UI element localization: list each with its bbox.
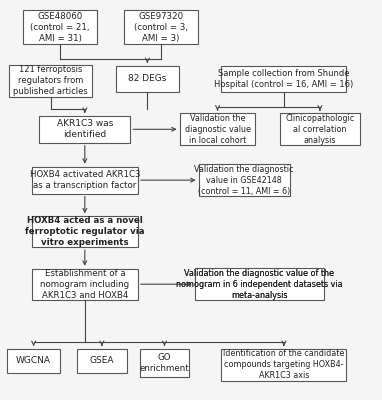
FancyBboxPatch shape	[140, 349, 189, 377]
Text: Validation the diagnostic value of the
nomogram in 6 independent datasets via
me: Validation the diagnostic value of the n…	[176, 269, 343, 300]
Text: HOXB4 acted as a novel
ferroptotic regulator via
vitro experiments: HOXB4 acted as a novel ferroptotic regul…	[25, 216, 144, 247]
Text: GO
enrichment: GO enrichment	[140, 353, 189, 373]
Text: GSE97320
(control = 3,
AMI = 3): GSE97320 (control = 3, AMI = 3)	[134, 12, 188, 43]
Text: AKR1C3 was
identified: AKR1C3 was identified	[57, 119, 113, 139]
FancyBboxPatch shape	[7, 349, 60, 373]
Text: Validation the diagnostic value of the
nomogram in 6 independent datasets via
me: Validation the diagnostic value of the n…	[176, 269, 343, 300]
FancyBboxPatch shape	[32, 269, 138, 300]
Text: Identification of the candidate
compounds targeting HOXB4-
AKR1C3 axis: Identification of the candidate compound…	[223, 349, 345, 380]
FancyBboxPatch shape	[39, 116, 130, 143]
FancyBboxPatch shape	[195, 268, 324, 300]
Text: HOXB4 activated AKR1C3
as a transcription factor: HOXB4 activated AKR1C3 as a transcriptio…	[29, 170, 140, 190]
Text: Establishment of a
nomogram including
AKR1C3 and HOXB4: Establishment of a nomogram including AK…	[40, 269, 129, 300]
FancyBboxPatch shape	[280, 114, 360, 145]
Text: Clinicopathologic
al correlation
analysis: Clinicopathologic al correlation analysi…	[285, 114, 354, 145]
FancyBboxPatch shape	[180, 114, 256, 145]
FancyBboxPatch shape	[199, 164, 290, 196]
FancyBboxPatch shape	[221, 349, 346, 381]
FancyBboxPatch shape	[32, 216, 138, 247]
Text: WGCNA: WGCNA	[16, 356, 51, 365]
Text: Sample collection from Shunde
Hospital (control = 16, AMI = 16): Sample collection from Shunde Hospital (…	[214, 69, 353, 89]
FancyBboxPatch shape	[77, 349, 126, 373]
FancyBboxPatch shape	[9, 65, 92, 97]
FancyBboxPatch shape	[124, 10, 197, 44]
FancyBboxPatch shape	[116, 66, 179, 92]
FancyBboxPatch shape	[221, 66, 346, 92]
FancyBboxPatch shape	[23, 10, 97, 44]
FancyBboxPatch shape	[32, 167, 138, 194]
Text: GSE48060
(control = 21,
AMI = 31): GSE48060 (control = 21, AMI = 31)	[31, 12, 90, 43]
Text: 82 DEGs: 82 DEGs	[128, 74, 167, 83]
Text: Validation the diagnostic
value in GSE42148
(control = 11, AMI = 6): Validation the diagnostic value in GSE42…	[194, 164, 294, 196]
Text: 121 ferroptosis
regulators from
published articles: 121 ferroptosis regulators from publishe…	[13, 65, 88, 96]
Text: GSEA: GSEA	[90, 356, 114, 365]
Text: Validation the
diagnostic value
in local cohort: Validation the diagnostic value in local…	[185, 114, 251, 145]
